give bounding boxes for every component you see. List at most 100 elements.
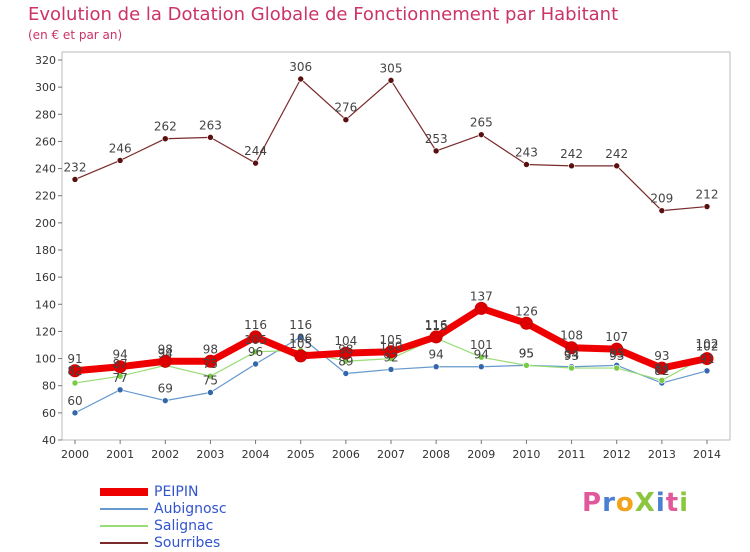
legend: PEIPIN Aubignosc Salignac Sourribes xyxy=(100,484,300,552)
y-tick-label: 140 xyxy=(35,298,56,311)
y-tick-label: 60 xyxy=(42,407,56,420)
data-label-aubignosc: 89 xyxy=(338,355,353,369)
y-tick-label: 260 xyxy=(35,135,56,148)
data-label-salignac: 82 xyxy=(67,364,82,378)
data-point-sourribes xyxy=(207,134,214,141)
x-tick-label: 2000 xyxy=(61,448,89,461)
chart-subtitle: (en € et par an) xyxy=(28,28,123,42)
data-point-sourribes xyxy=(387,77,395,84)
data-label-peipin: 137 xyxy=(470,289,493,303)
data-point-salignac xyxy=(658,376,666,384)
y-tick-label: 280 xyxy=(35,108,56,121)
data-point-peipin xyxy=(700,352,714,366)
data-label-sourribes: 263 xyxy=(199,118,222,132)
legend-item-salignac[interactable]: Salignac xyxy=(100,518,300,535)
data-label-salignac: 94 xyxy=(158,346,173,360)
y-tick-label: 160 xyxy=(35,271,56,284)
data-label-peipin: 105 xyxy=(289,337,312,351)
data-point-aubignosc xyxy=(703,367,711,375)
data-label-aubignosc: 91 xyxy=(699,352,714,366)
data-point-sourribes xyxy=(613,162,621,170)
legend-swatch-sourribes xyxy=(100,542,148,544)
data-label-peipin: 116 xyxy=(425,318,448,332)
data-point-sourribes xyxy=(342,116,350,124)
data-point-peipin xyxy=(474,301,488,315)
data-label-aubignosc: 82 xyxy=(654,364,669,378)
data-label-peipin: 98 xyxy=(158,342,173,356)
data-point-aubignosc xyxy=(252,360,259,368)
x-tick-label: 2012 xyxy=(603,448,631,461)
y-tick-label: 180 xyxy=(35,244,56,257)
data-label-salignac: 98 xyxy=(338,342,353,356)
legend-item-aubignosc[interactable]: Aubignosc xyxy=(100,501,300,518)
data-point-sourribes xyxy=(658,207,666,214)
data-label-peipin: 104 xyxy=(334,334,357,348)
y-tick-label: 200 xyxy=(35,217,56,230)
data-label-aubignosc: 95 xyxy=(609,346,624,360)
data-point-sourribes xyxy=(568,162,575,170)
data-point-peipin xyxy=(113,360,127,374)
data-point-sourribes xyxy=(477,131,485,138)
logo-letter: P xyxy=(582,488,603,518)
data-label-aubignosc: 116 xyxy=(289,318,312,332)
data-label-sourribes: 242 xyxy=(560,147,583,161)
data-point-sourribes xyxy=(116,157,124,164)
data-label-salignac: 93 xyxy=(609,349,624,363)
logo-letter: X xyxy=(634,488,656,518)
chart-title: Evolution de la Dotation Globale de Fonc… xyxy=(28,4,619,25)
data-point-salignac xyxy=(252,348,259,356)
data-point-peipin xyxy=(384,345,398,359)
data-label-salignac: 93 xyxy=(564,349,579,363)
data-label-aubignosc: 60 xyxy=(67,394,82,408)
data-point-salignac xyxy=(613,364,621,372)
data-label-aubignosc: 94 xyxy=(564,348,579,362)
data-label-salignac: 100 xyxy=(380,340,403,354)
y-tick-label: 100 xyxy=(35,353,56,366)
data-label-peipin: 102 xyxy=(696,340,719,354)
data-point-salignac xyxy=(477,353,485,361)
data-label-sourribes: 276 xyxy=(334,101,357,115)
data-label-peipin: 116 xyxy=(244,318,267,332)
data-point-aubignosc xyxy=(161,397,169,404)
data-label-salignac: 75 xyxy=(203,357,218,371)
data-label-salignac: 101 xyxy=(470,338,493,352)
series-line-sourribes xyxy=(74,78,708,212)
legend-item-sourribes[interactable]: Sourribes xyxy=(100,535,300,552)
logo-letter: i xyxy=(655,488,666,518)
data-point-peipin xyxy=(655,361,669,375)
y-tick-label: 40 xyxy=(42,434,56,447)
data-label-aubignosc: 92 xyxy=(383,350,398,364)
data-point-aubignosc xyxy=(342,370,350,377)
data-label-aubignosc: 95 xyxy=(519,346,534,360)
data-label-peipin: 93 xyxy=(654,349,669,363)
data-point-sourribes xyxy=(71,176,79,183)
data-label-sourribes: 306 xyxy=(289,60,312,74)
proxiti-logo[interactable]: ProXiti xyxy=(582,488,689,518)
data-point-aubignosc xyxy=(71,409,79,417)
legend-label-peipin: PEIPIN xyxy=(154,484,199,500)
x-tick-label: 2008 xyxy=(422,448,450,461)
data-point-salignac xyxy=(71,379,79,387)
legend-item-peipin[interactable]: PEIPIN xyxy=(100,484,300,501)
data-label-sourribes: 243 xyxy=(515,146,538,160)
y-tick-label: 240 xyxy=(35,163,56,176)
x-tick-label: 2014 xyxy=(693,448,721,461)
data-point-sourribes xyxy=(432,147,440,155)
y-tick-label: 300 xyxy=(35,81,56,94)
data-label-peipin: 105 xyxy=(380,333,403,347)
data-point-aubignosc xyxy=(477,363,485,371)
data-label-aubignosc: 94 xyxy=(429,348,444,362)
data-label-sourribes: 262 xyxy=(154,120,177,134)
data-point-peipin xyxy=(519,316,533,330)
data-point-peipin xyxy=(249,330,263,344)
logo-letter: o xyxy=(615,488,635,518)
legend-label-aubignosc: Aubignosc xyxy=(154,501,227,517)
x-tick-label: 2003 xyxy=(196,448,224,461)
data-label-peipin: 126 xyxy=(515,304,538,318)
legend-swatch-peipin xyxy=(100,488,148,496)
logo-letter: t xyxy=(665,488,680,518)
data-label-peipin: 94 xyxy=(113,348,128,362)
data-label-aubignosc: 69 xyxy=(158,382,173,396)
x-tick-label: 2010 xyxy=(512,448,540,461)
